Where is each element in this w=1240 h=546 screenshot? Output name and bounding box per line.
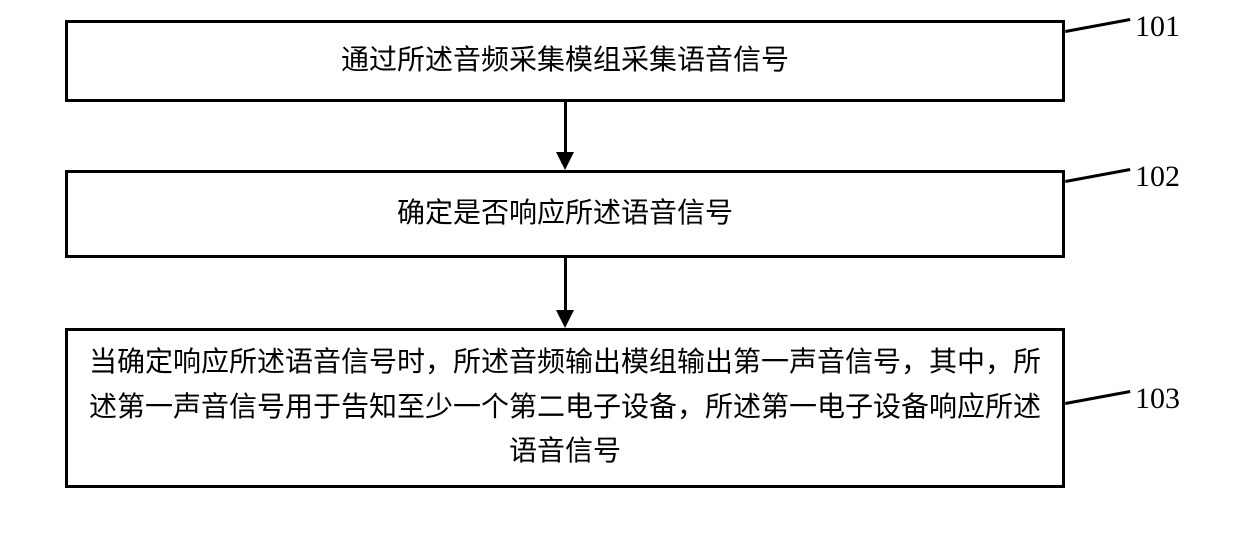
arrow-1-shaft: [564, 102, 567, 152]
flow-node-2-text: 确定是否响应所述语音信号: [397, 192, 733, 237]
arrow-2-shaft: [564, 258, 567, 310]
callout-1-label: 101: [1135, 10, 1180, 44]
callout-1-line: [1065, 18, 1131, 33]
flow-node-3-text: 当确定响应所述语音信号时，所述音频输出模组输出第一声音信号，其中，所述第一声音信…: [88, 341, 1042, 475]
flow-node-2: 确定是否响应所述语音信号: [65, 170, 1065, 258]
callout-2-line: [1065, 168, 1131, 183]
arrow-1-head: [556, 152, 574, 170]
arrow-2-head: [556, 310, 574, 328]
callout-3-label: 103: [1135, 382, 1180, 416]
callout-2-label: 102: [1135, 160, 1180, 194]
callout-3-line: [1065, 390, 1131, 405]
flow-node-3: 当确定响应所述语音信号时，所述音频输出模组输出第一声音信号，其中，所述第一声音信…: [65, 328, 1065, 488]
flow-node-1-text: 通过所述音频采集模组采集语音信号: [341, 39, 789, 84]
flow-node-1: 通过所述音频采集模组采集语音信号: [65, 20, 1065, 102]
